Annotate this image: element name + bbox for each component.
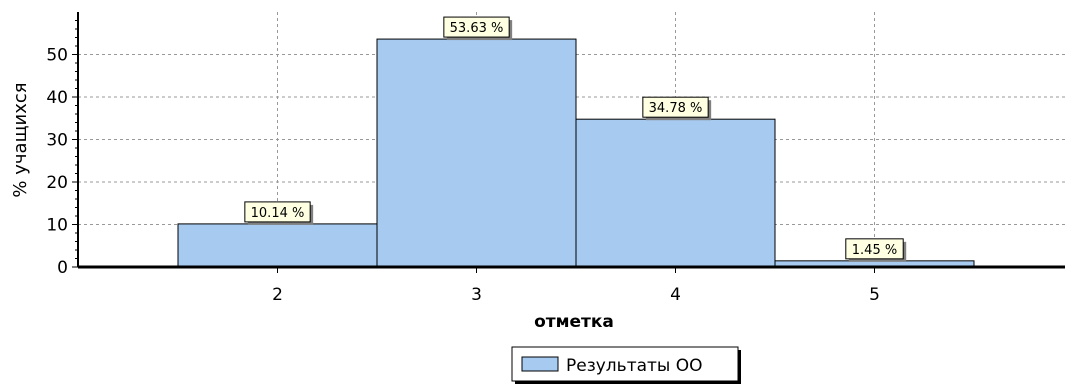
x-tick-label: 3 xyxy=(471,285,482,305)
legend-label: Результаты ОО xyxy=(566,356,703,376)
x-ticks: 2 3 4 5 xyxy=(272,267,880,305)
data-label: 10.14 % xyxy=(251,206,305,221)
y-tick-label: 20 xyxy=(46,173,68,193)
x-tick-label: 2 xyxy=(272,285,283,305)
x-tick-label: 5 xyxy=(869,285,880,305)
legend-swatch xyxy=(521,356,559,372)
data-label: 1.45 % xyxy=(852,243,897,258)
y-ticks: 0 10 20 30 40 50 xyxy=(46,20,78,278)
bar xyxy=(177,223,378,268)
data-label-box xyxy=(443,16,510,38)
legend: Результаты ОО xyxy=(511,346,741,384)
data-labels: 10.14 % 53.63 % 34.78 % 1.45 % xyxy=(244,16,907,262)
y-tick-label: 0 xyxy=(57,258,68,278)
y-tick-label: 30 xyxy=(46,131,68,151)
bar xyxy=(376,38,577,268)
bars xyxy=(177,38,975,268)
y-tick-label: 10 xyxy=(46,216,68,236)
y-axis-title: % учащихся xyxy=(10,82,31,197)
x-axis-title: отметка xyxy=(534,312,614,332)
y-tick-label: 40 xyxy=(46,88,68,108)
x-tick-label: 4 xyxy=(670,285,681,305)
data-label-box xyxy=(845,238,904,260)
y-tick-label: 50 xyxy=(46,46,68,66)
data-label: 34.78 % xyxy=(649,101,703,116)
data-label-box xyxy=(244,201,311,223)
data-label-box xyxy=(642,96,709,118)
data-label: 53.63 % xyxy=(450,21,504,36)
bar xyxy=(575,118,776,268)
